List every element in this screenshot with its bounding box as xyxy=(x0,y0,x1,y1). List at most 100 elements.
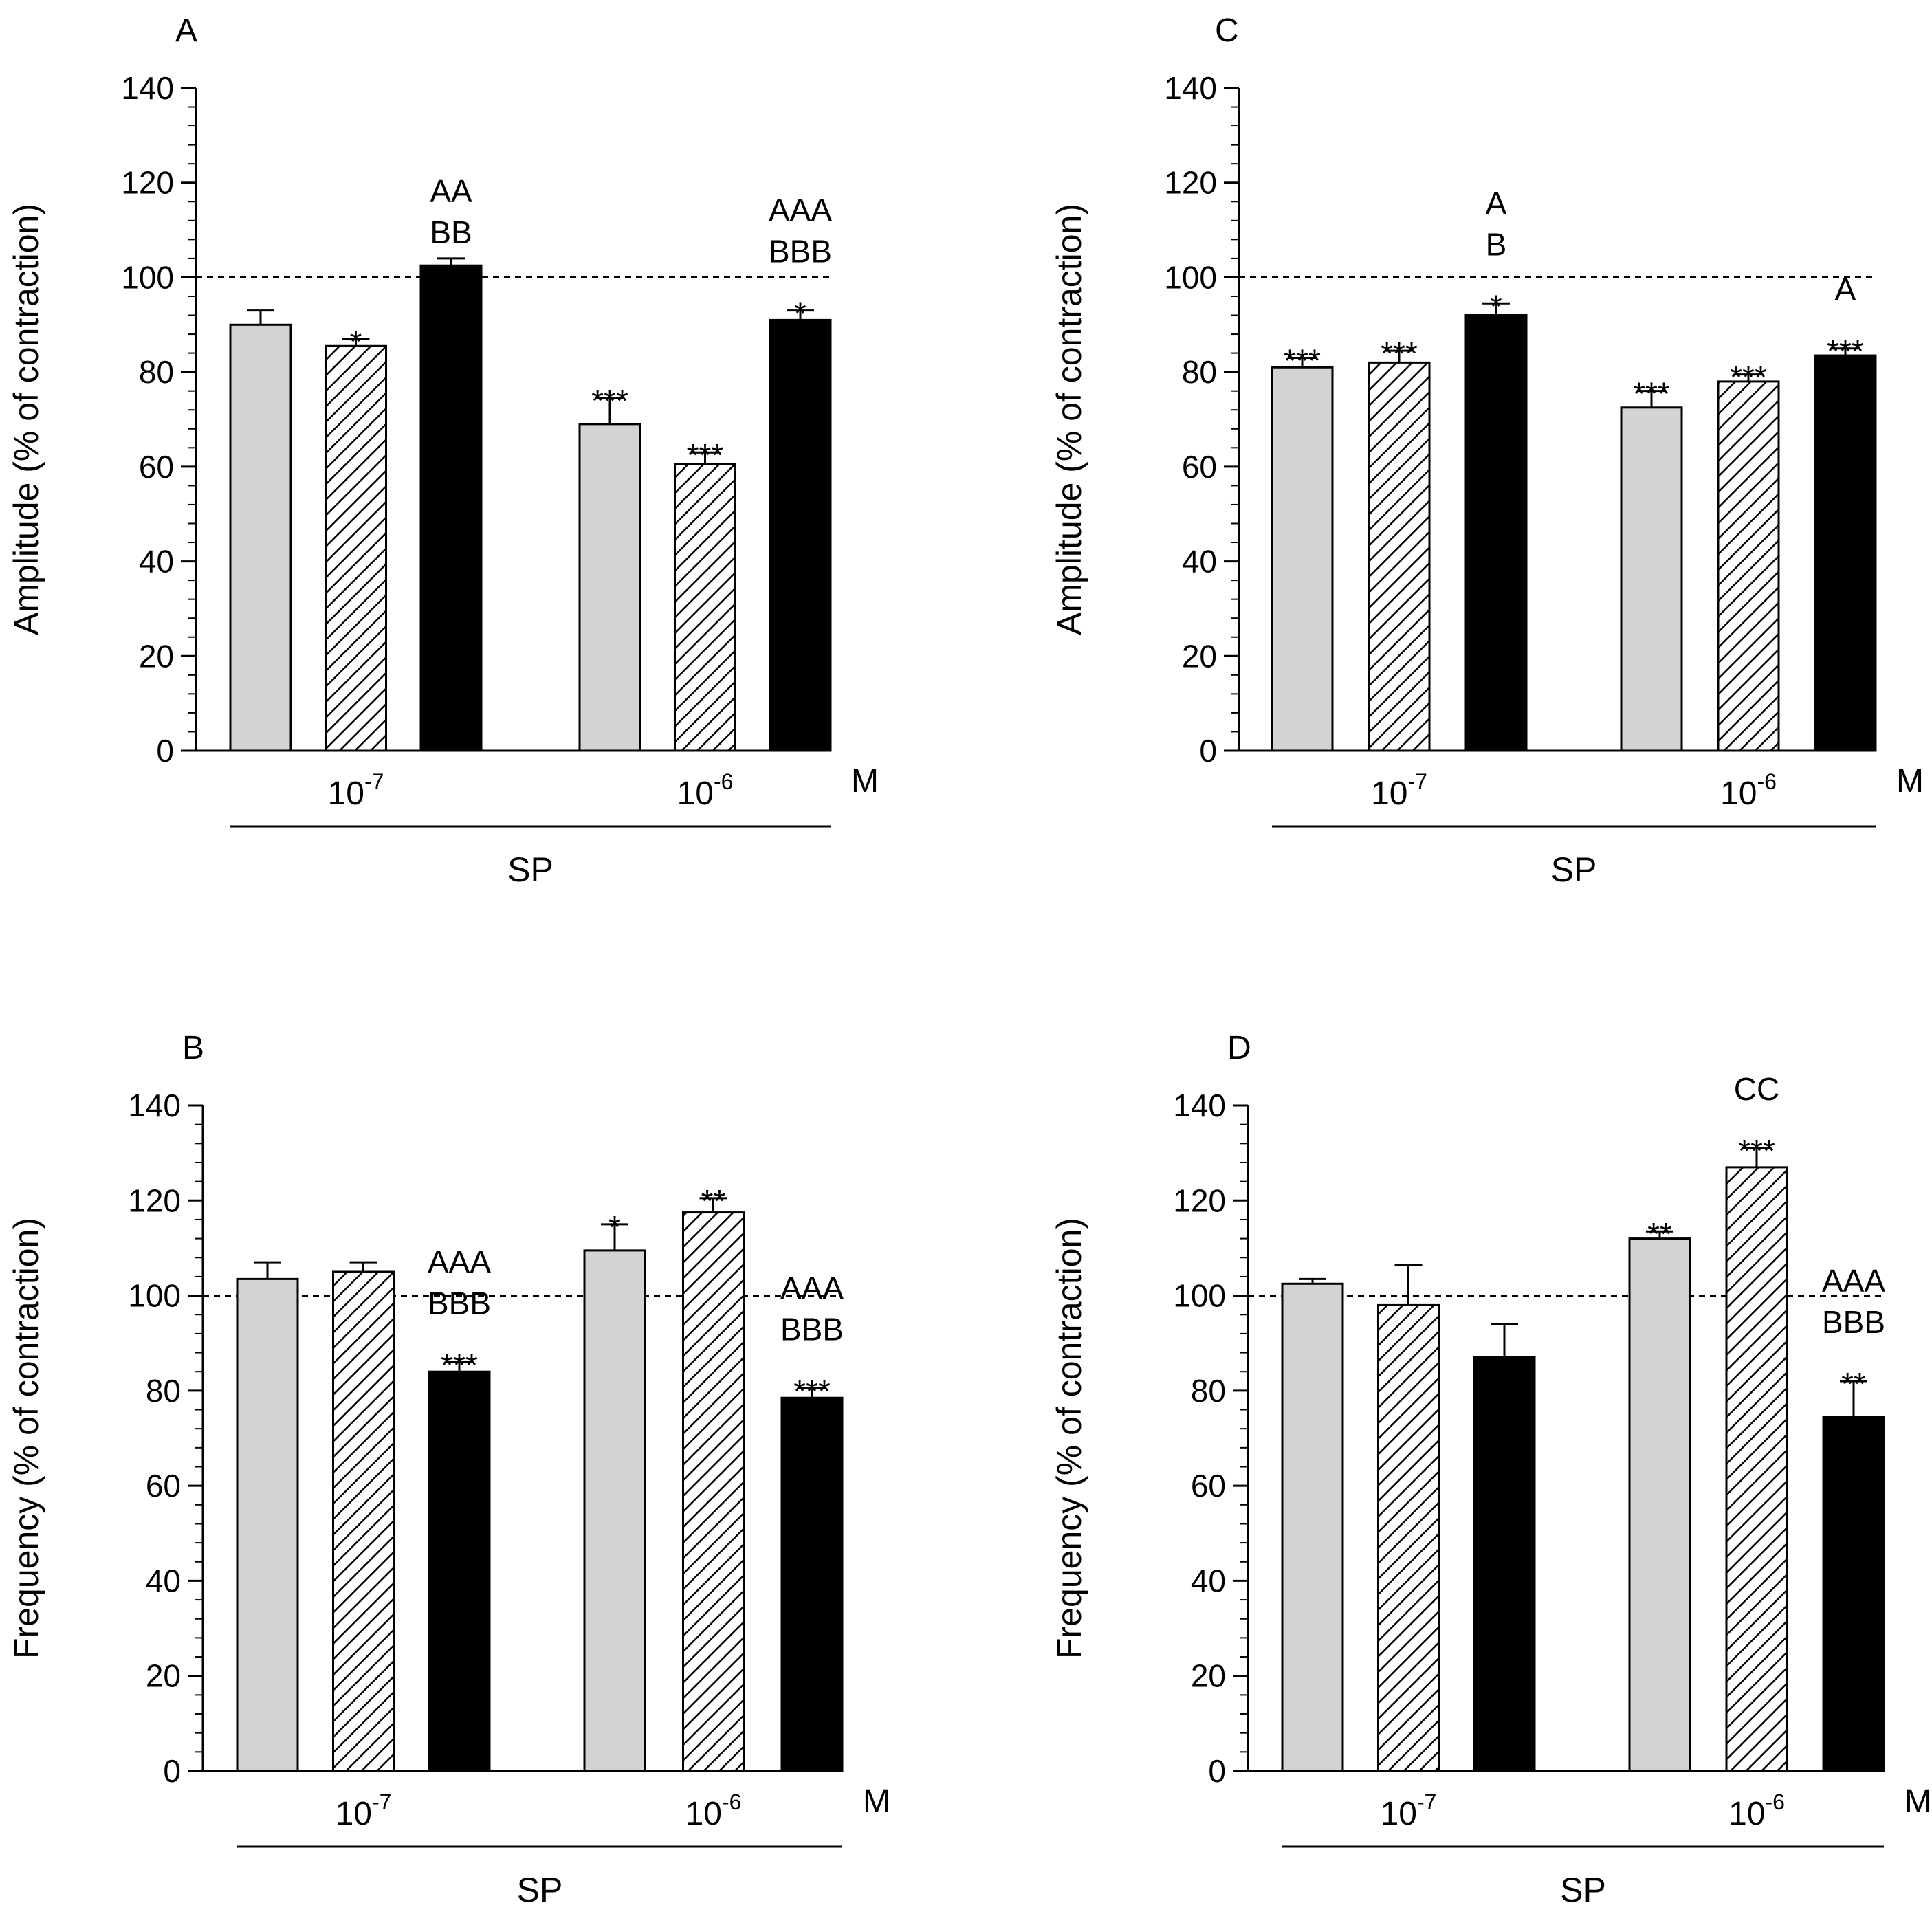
bar-gray xyxy=(1628,1238,1691,1772)
significance-stars: * xyxy=(794,296,806,331)
bar-black xyxy=(428,1370,491,1772)
panel-C: C 0 20 40 60 80 100 120 140 Amplitude (% of contr… xyxy=(1050,12,1924,889)
annotation-label: BBB xyxy=(1822,1304,1885,1340)
y-tick-label: 80 xyxy=(1182,354,1217,390)
bar-hatched xyxy=(332,1270,395,1772)
y-axis-label: Frequency (% of contraction) xyxy=(7,1218,45,1659)
y-tick-label: 60 xyxy=(1191,1468,1226,1504)
category-label: 10-6 xyxy=(685,1790,742,1832)
y-tick-label: 20 xyxy=(1182,638,1217,674)
significance-stars: *** xyxy=(687,437,724,473)
significance-stars: * xyxy=(608,1209,621,1245)
annotation-label: BB xyxy=(430,214,472,250)
bar-gray xyxy=(229,323,292,752)
panel-B: B 0 20 40 60 80 100 120 140 Frequency (% of contr… xyxy=(7,1030,890,1909)
annotation-label: BBB xyxy=(428,1285,491,1321)
bar-hatched xyxy=(1368,361,1431,752)
category-label: 10-6 xyxy=(677,769,734,812)
category-label: 10-7 xyxy=(328,769,384,812)
y-tick-label: 20 xyxy=(139,638,174,674)
y-axis-label: Amplitude (% of contraction) xyxy=(7,204,45,635)
bar-gray xyxy=(578,423,641,752)
group-label: SP xyxy=(517,1871,563,1909)
y-tick-label: 60 xyxy=(146,1468,181,1504)
bar-gray xyxy=(1271,366,1334,752)
y-axis-label: Amplitude (% of contraction) xyxy=(1050,204,1088,635)
category-label: 10-7 xyxy=(1371,769,1427,812)
y-tick-label: 20 xyxy=(1191,1658,1226,1694)
category-label: 10-6 xyxy=(1728,1790,1785,1832)
annotation-label: AA xyxy=(430,173,472,209)
panel-A: A 0 20 40 60 80 100 120 140 Amplitude (% of contr… xyxy=(7,12,879,889)
annotation-label: B xyxy=(1486,226,1507,262)
y-tick-label: 60 xyxy=(1182,449,1217,485)
y-tick-label: 0 xyxy=(1199,733,1217,769)
significance-stars: *** xyxy=(1738,1133,1775,1169)
y-axis-label: Frequency (% of contraction) xyxy=(1050,1218,1088,1659)
annotation-label: CC xyxy=(1734,1071,1779,1107)
y-tick-label: 0 xyxy=(1208,1753,1226,1789)
significance-stars: *** xyxy=(1730,360,1767,395)
annotation-label: A xyxy=(1835,272,1856,307)
y-tick-label: 140 xyxy=(121,70,174,106)
bar-black xyxy=(1822,1416,1885,1772)
y-tick-label: 80 xyxy=(1191,1373,1226,1409)
bar-hatched xyxy=(674,463,736,752)
significance-stars: *** xyxy=(1381,336,1418,371)
y-tick-label: 100 xyxy=(121,259,174,295)
bar-hatched xyxy=(682,1211,745,1772)
y-tick-label: 100 xyxy=(1173,1278,1226,1314)
y-tick-label: 0 xyxy=(156,733,174,769)
panel-letter: C xyxy=(1215,12,1239,49)
panel-D: D 0 20 40 60 80 100 120 140 Frequency (% of contr… xyxy=(1050,1030,1932,1909)
significance-stars: ** xyxy=(1841,1366,1866,1402)
category-label: 10-7 xyxy=(1381,1790,1437,1832)
bar-black xyxy=(769,318,832,752)
annotation-label: AAA xyxy=(1822,1263,1885,1299)
category-label: 10-6 xyxy=(1720,769,1777,812)
y-tick-label: 120 xyxy=(121,165,174,201)
annotation-label: A xyxy=(1486,185,1507,221)
significance-stars: *** xyxy=(1827,333,1864,369)
annotation-label: AAA xyxy=(769,192,832,228)
bar-hatched xyxy=(325,344,387,752)
y-tick-label: 40 xyxy=(1182,544,1217,580)
panel-letter: D xyxy=(1227,1030,1251,1066)
unit-label: M xyxy=(1896,763,1924,800)
y-tick-label: 40 xyxy=(1191,1563,1226,1598)
significance-stars: *** xyxy=(1633,376,1670,412)
significance-stars: ** xyxy=(1647,1216,1672,1252)
y-tick-label: 120 xyxy=(1173,1182,1226,1218)
bar-black xyxy=(780,1396,844,1772)
bar-gray xyxy=(1281,1282,1344,1772)
y-tick-label: 120 xyxy=(1164,165,1217,201)
significance-stars: *** xyxy=(793,1373,831,1409)
y-tick-label: 20 xyxy=(146,1658,181,1694)
y-tick-label: 0 xyxy=(163,1753,181,1789)
group-label: SP xyxy=(1560,1871,1606,1909)
y-tick-label: 140 xyxy=(128,1088,181,1123)
annotation-label: AAA xyxy=(780,1270,844,1306)
y-tick-label: 100 xyxy=(1164,259,1217,295)
group-label: SP xyxy=(1551,850,1597,889)
annotation-label: AAA xyxy=(428,1244,491,1279)
unit-label: M xyxy=(1904,1783,1932,1820)
bar-black xyxy=(419,264,483,752)
y-tick-label: 140 xyxy=(1164,70,1217,106)
y-tick-label: 40 xyxy=(139,544,174,580)
y-tick-label: 80 xyxy=(146,1373,181,1409)
category-label: 10-7 xyxy=(336,1790,392,1832)
significance-stars: ** xyxy=(701,1183,726,1219)
y-tick-label: 80 xyxy=(139,354,174,390)
panel-letter: B xyxy=(182,1030,204,1066)
y-tick-label: 100 xyxy=(128,1278,181,1314)
annotation-label: BBB xyxy=(780,1311,844,1347)
unit-label: M xyxy=(863,1783,890,1820)
significance-stars: *** xyxy=(1284,342,1321,378)
bar-hatched xyxy=(1725,1166,1788,1772)
bar-black xyxy=(1814,354,1877,752)
y-tick-label: 60 xyxy=(139,449,174,485)
significance-stars: * xyxy=(350,324,362,360)
bar-gray xyxy=(583,1249,646,1772)
